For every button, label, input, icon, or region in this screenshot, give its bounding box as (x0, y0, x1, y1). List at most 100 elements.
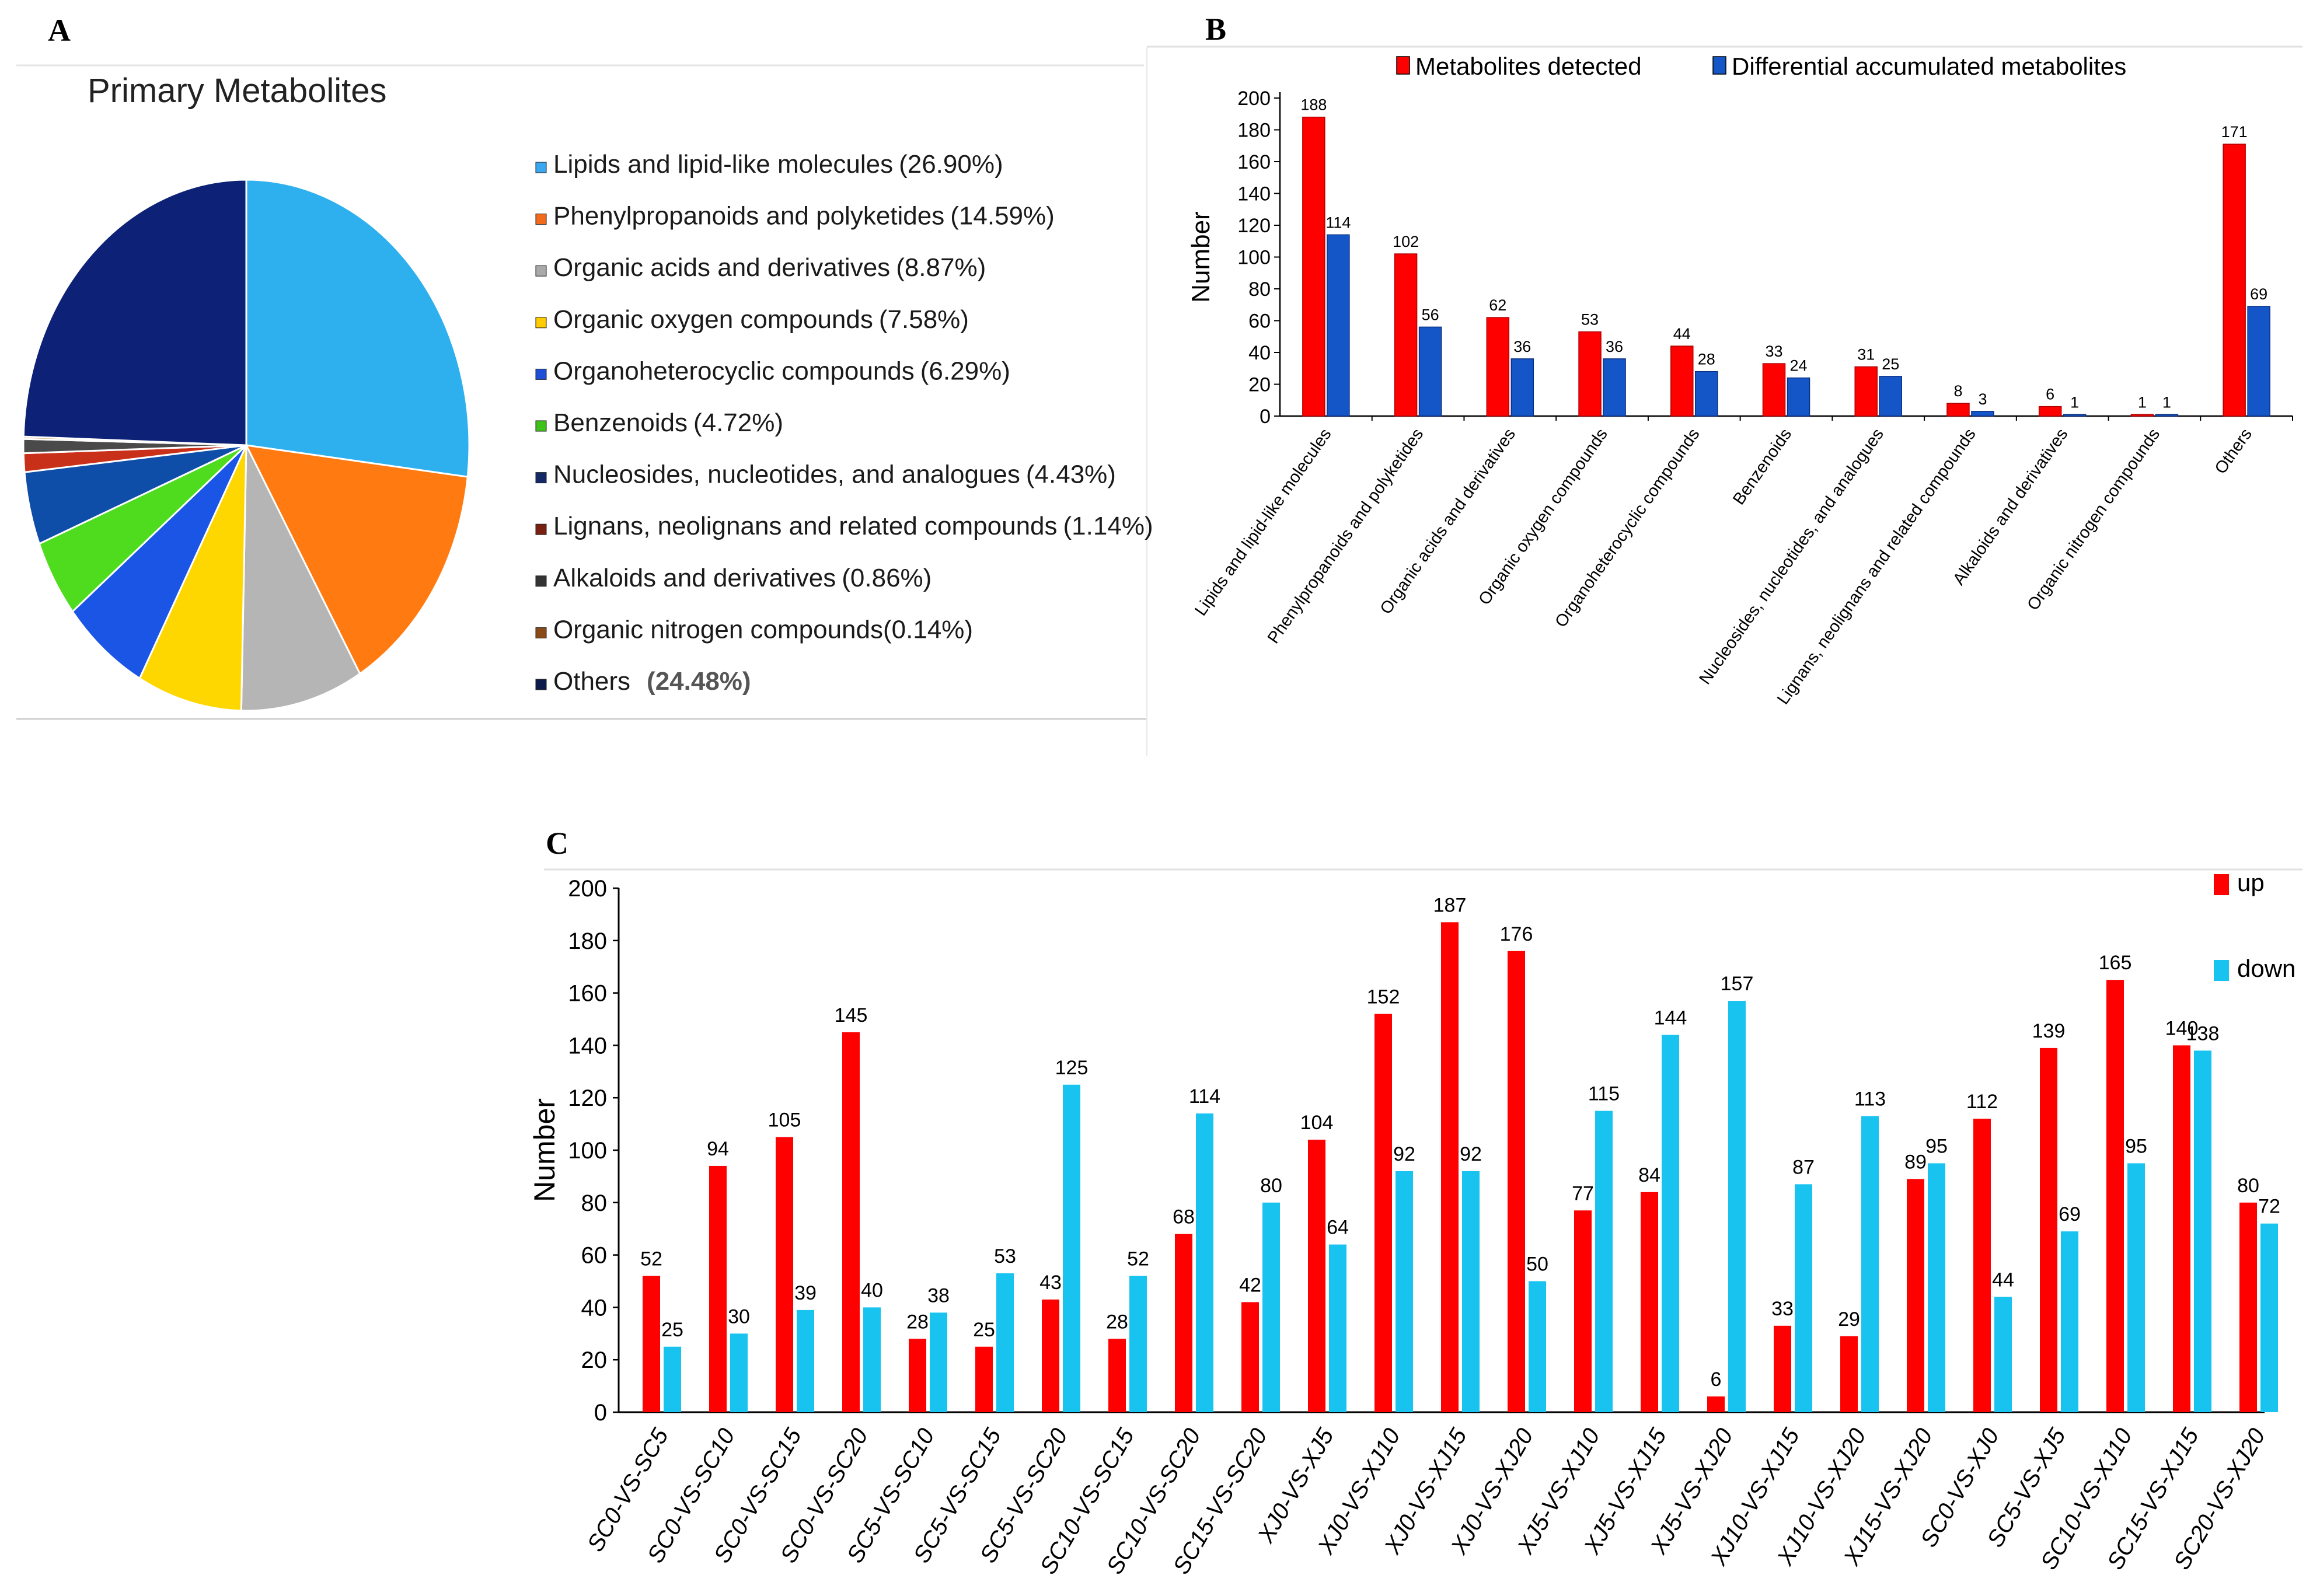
y-tick-label: 180 (568, 928, 607, 954)
bar-value-label: 1 (2138, 393, 2147, 411)
bar-detected (1578, 331, 1602, 417)
bar-up (909, 1339, 926, 1412)
bar-up (1907, 1179, 1924, 1412)
y-tick-label: 200 (1237, 88, 1271, 110)
bar-up (1241, 1302, 1259, 1412)
bar-up (1973, 1119, 1991, 1412)
legend-swatch (535, 162, 547, 173)
bar-value-label: 92 (1393, 1143, 1415, 1165)
bar-value-label: 114 (1325, 214, 1351, 231)
legend-label: Organic nitrogen compounds (553, 615, 883, 644)
bar-down (1129, 1276, 1147, 1412)
bar-value-label: 113 (1854, 1088, 1886, 1110)
panel-a-pie-chart: Primary Metabolites Lipids and lipid-lik… (22, 72, 1153, 712)
bar-value-label: 25 (661, 1319, 683, 1341)
bar-value-label: 24 (1789, 357, 1807, 375)
bar-down (730, 1333, 748, 1412)
bar-value-label: 72 (2258, 1196, 2280, 1218)
bar-detected (1946, 403, 1970, 417)
bar-value-label: 187 (1433, 894, 1467, 916)
bar-down (797, 1309, 814, 1412)
y-tick-label: 160 (1237, 151, 1271, 173)
bar-down (1196, 1113, 1213, 1412)
pie-legend: Lipids and lipid-like molecules (26.90%) P… (535, 150, 1153, 696)
bar-down (930, 1312, 947, 1412)
bar-value-label: 188 (1300, 96, 1327, 114)
legend-label: Phenylpropanoids and polyketides (553, 202, 944, 231)
bar-down (1795, 1184, 1812, 1412)
legend-swatch (535, 472, 547, 484)
bar-value-label: 56 (1422, 306, 1439, 323)
bar-value-label: 1 (2070, 393, 2079, 411)
bar-differential (1418, 326, 1442, 417)
bar-value-label: 77 (1572, 1182, 1594, 1204)
bar-up (1774, 1325, 1791, 1412)
bar-value-label: 69 (2250, 285, 2267, 303)
legend-entry: Organic nitrogen compounds(0.14%) (553, 615, 973, 644)
legend-label: up (2237, 869, 2265, 896)
bar-differential (2063, 414, 2087, 417)
legend-label: Nucleosides, nucleotides, and analogues (553, 460, 1020, 489)
bar-down (664, 1346, 681, 1412)
bar-down (1329, 1244, 1346, 1412)
bar-value-label: 3 (1978, 390, 1987, 408)
bar-value-label: 50 (1526, 1253, 1548, 1276)
bar-value-label: 43 (1039, 1272, 1062, 1294)
y-tick-label: 80 (1248, 278, 1271, 301)
bar-down (2127, 1163, 2145, 1412)
y-axis-title: Number (528, 1098, 561, 1202)
bar-up (1840, 1336, 1858, 1412)
legend-label: Alkaloids and derivatives (553, 564, 836, 592)
legend-entry: Nucleosides, nucleotides, and analogues(… (553, 460, 1116, 489)
legend-percent: (4.72%) (693, 408, 783, 437)
bar-value-label: 6 (1711, 1368, 1722, 1391)
bar-value-label: 89 (1904, 1151, 1927, 1173)
bar-up (1574, 1210, 1592, 1412)
y-tick-label: 100 (568, 1138, 607, 1164)
bar-value-label: 36 (1513, 338, 1531, 355)
bar-value-label: 80 (2237, 1175, 2259, 1197)
legend-percent: (8.87%) (896, 253, 986, 282)
x-category-label: Others (2211, 425, 2256, 478)
pie-slice (245, 179, 470, 478)
bar-value-label: 36 (1606, 338, 1623, 355)
y-tick-label: 40 (581, 1295, 608, 1321)
bar-down (2194, 1050, 2211, 1412)
legend-entry: Organic acids and derivatives (8.87%) (553, 253, 986, 282)
bar-detected (2130, 414, 2154, 417)
bar-up (2239, 1202, 2257, 1412)
legend-label: Organoheterocyclic compounds (553, 357, 915, 385)
x-category-label: Phenylpropanoids and polyketides (1264, 425, 1428, 647)
legend-entry: Benzenoids (4.72%) (553, 408, 783, 437)
y-tick-label: 140 (568, 1033, 607, 1059)
bar-down (1595, 1110, 1613, 1412)
bar-value-label: 84 (1638, 1164, 1660, 1186)
bar-value-label: 92 (1460, 1143, 1482, 1165)
legend-entry: Lipids and lipid-like molecules (26.90%) (553, 150, 1003, 179)
bar-down (996, 1273, 1014, 1412)
bar-differential (1695, 371, 1718, 417)
bar-detected (1762, 363, 1786, 417)
bar-down (1861, 1116, 1879, 1412)
bar-up (842, 1032, 860, 1412)
pie-chart-title: Primary Metabolites (88, 72, 386, 110)
legend-percent: (26.90%) (899, 150, 1003, 179)
legend-entry: Organic oxygen compounds (7.58%) (553, 305, 969, 334)
bar-value-label: 39 (794, 1282, 817, 1304)
bar-value-label: 1 (2162, 393, 2171, 411)
y-tick-label: 140 (1237, 183, 1271, 205)
bar-value-label: 8 (1953, 382, 1962, 400)
panel-c-bar-chart: up down 0 20 40 60 80 100 120 140 160 180 200 Number 5… (528, 869, 2295, 1578)
legend-label: Others (553, 667, 630, 696)
bar-down (1994, 1297, 2012, 1412)
y-tick-label: 40 (1248, 342, 1271, 364)
bar-up (1175, 1234, 1192, 1412)
bar-value-label: 171 (2221, 123, 2248, 141)
bar-up (2173, 1045, 2190, 1412)
legend-swatch (1396, 56, 1410, 75)
pie-slice (240, 445, 361, 712)
y-tick-label: 0 (1260, 406, 1271, 428)
bar-up (1308, 1140, 1325, 1412)
legend-label: Differential accumulated metabolites (1732, 53, 2126, 80)
bar-value-label: 44 (1992, 1269, 2014, 1291)
